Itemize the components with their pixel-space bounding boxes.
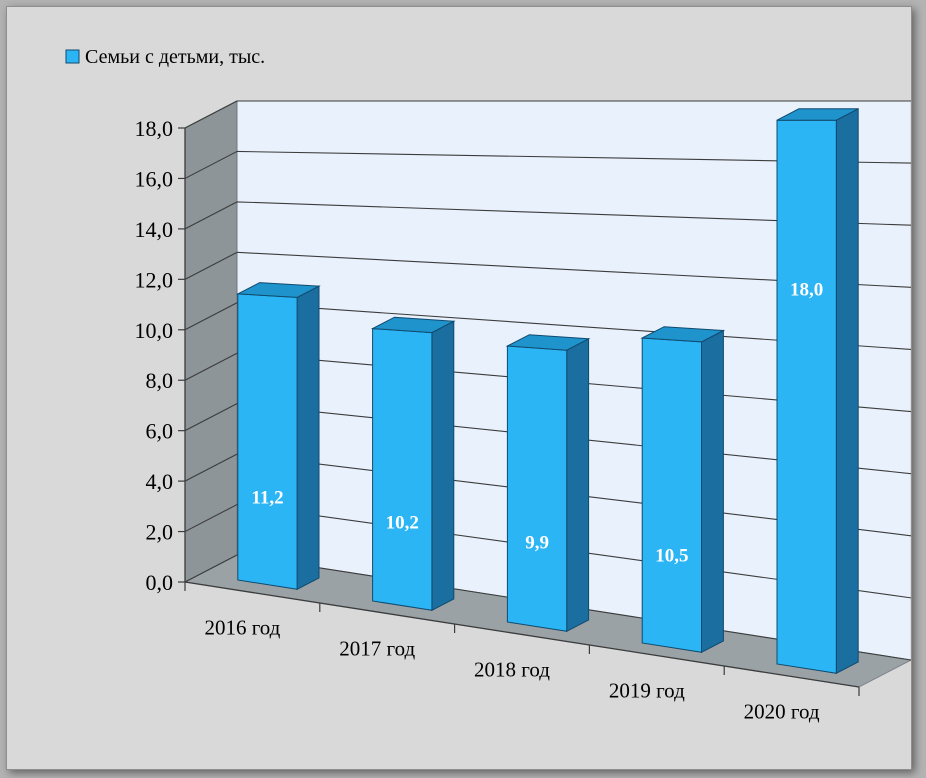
gridline-side (184, 352, 238, 381)
y-tick-label: 18,0 (135, 116, 174, 141)
legend: Семьи с детьми, тыс. (65, 46, 265, 68)
bar (235, 282, 321, 591)
y-tick-label: 12,0 (135, 267, 174, 292)
gridline-side (184, 453, 238, 482)
bar-chart: 0,0 2,0 4,0 6,0 8,0 10,0 12,0 14,0 16,0 18,0 11,2 2… (65, 46, 911, 724)
x-category-label: 2020 год (744, 700, 820, 724)
gridline-side (184, 201, 238, 230)
side-wall (184, 100, 238, 583)
bar-front-face (372, 328, 433, 611)
data-label: 18,0 (790, 280, 823, 301)
bar-top-face (640, 326, 726, 343)
axes (178, 127, 860, 696)
gridline-side (184, 554, 238, 583)
legend-label: Семьи с детьми, тыс. (85, 46, 265, 68)
gridline-side (184, 100, 238, 129)
bar-top-face (235, 282, 321, 298)
bar-side-face (701, 329, 724, 654)
bar-side-face (431, 320, 455, 612)
y-tick-label: 14,0 (135, 217, 174, 242)
bar-top-face (505, 334, 591, 351)
x-category-label: 2017 год (339, 637, 415, 661)
gridline-side (184, 504, 238, 533)
bars (235, 107, 859, 675)
chart-frame: 0,0 2,0 4,0 6,0 8,0 10,0 12,0 14,0 16,0 18,0 11,2 2… (6, 6, 912, 770)
bar-side-face (566, 337, 590, 633)
bar-front-face (506, 345, 568, 632)
bar (640, 326, 726, 654)
x-category-label: 2019 год (609, 679, 685, 703)
bar (776, 107, 859, 675)
data-label: 10,2 (386, 513, 419, 534)
gridline-side (184, 403, 238, 432)
gridline-side (184, 302, 238, 331)
bar (370, 316, 456, 612)
gridline-side (184, 150, 238, 179)
bar-top-face (370, 316, 456, 334)
x-category-label: 2016 год (204, 616, 280, 640)
y-tick-label: 4,0 (146, 469, 174, 494)
bar-front-face (237, 293, 298, 590)
y-tick-label: 10,0 (135, 318, 174, 343)
bar-side-face (835, 107, 859, 675)
bar-side-face (296, 285, 320, 591)
y-tick-label: 0,0 (146, 570, 174, 595)
labels: 0,0 2,0 4,0 6,0 8,0 10,0 12,0 14,0 16,0 18,0 11,2 2… (135, 116, 824, 724)
bar-front-face (641, 337, 702, 653)
bar-front-face (776, 119, 837, 674)
data-label: 10,5 (655, 546, 688, 567)
y-tick-label: 8,0 (146, 368, 174, 393)
x-category-label: 2018 год (474, 658, 550, 682)
gridline-side (184, 251, 238, 280)
x-axis-line (184, 581, 860, 688)
y-tick-label: 6,0 (146, 419, 174, 444)
y-tick-label: 16,0 (135, 166, 174, 191)
bar (505, 334, 591, 633)
y-tick-label: 2,0 (146, 520, 174, 545)
data-label: 9,9 (525, 533, 549, 554)
bar-top-face (776, 108, 859, 121)
data-label: 11,2 (251, 488, 283, 509)
legend-swatch (65, 49, 80, 64)
